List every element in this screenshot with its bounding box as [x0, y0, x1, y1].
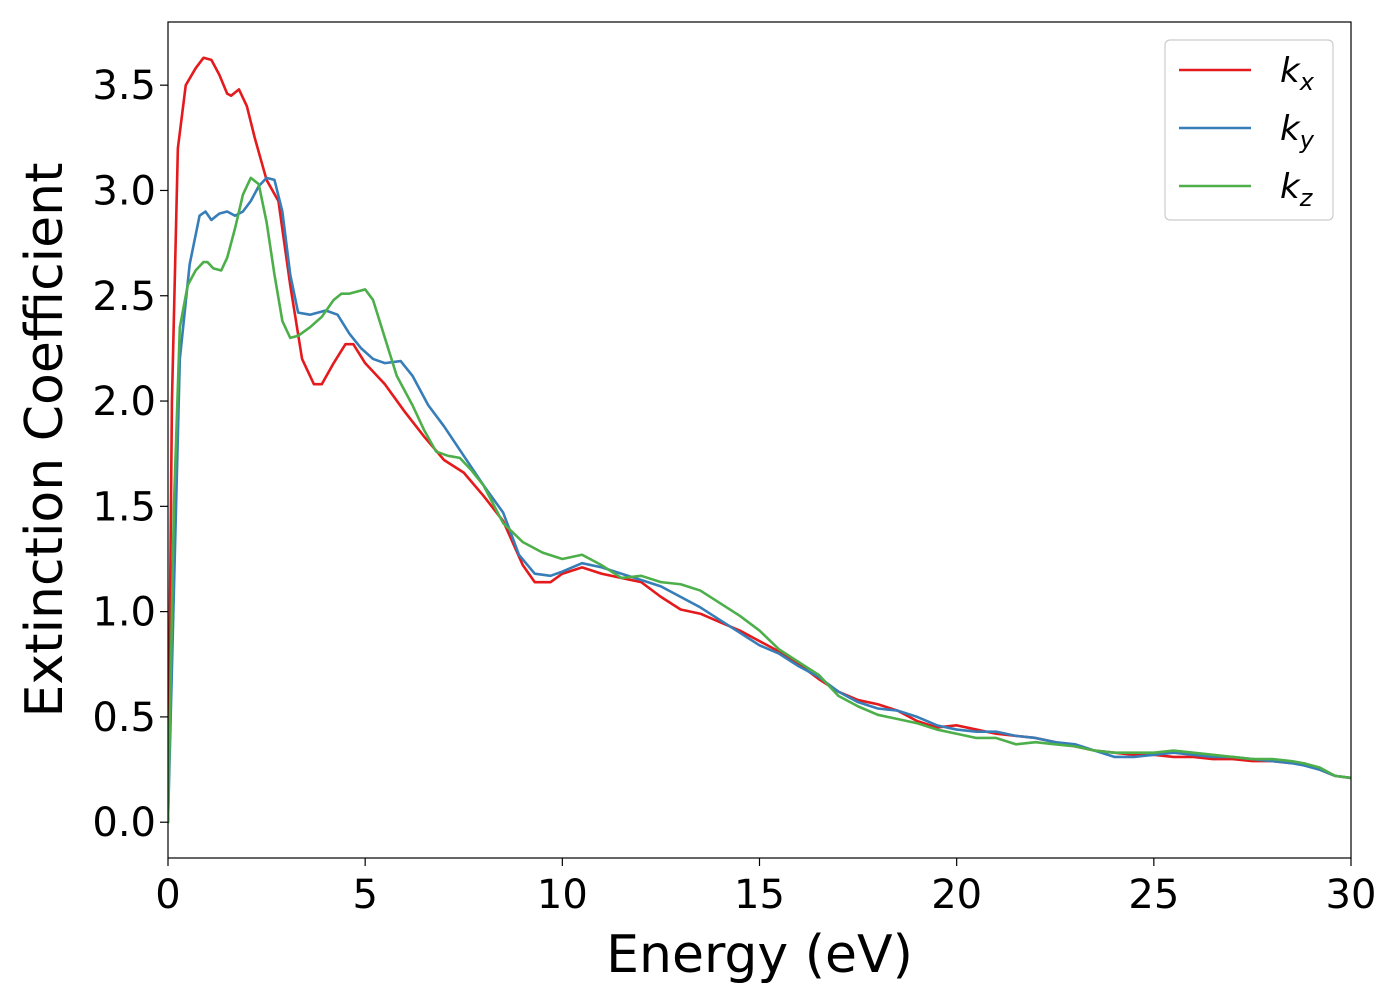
x-tick-label: 25	[1128, 872, 1179, 918]
y-tick-label: 3.5	[92, 63, 156, 109]
x-tick-label: 0	[155, 872, 180, 918]
x-tick-label: 20	[931, 872, 982, 918]
series-line-kz	[168, 176, 1351, 824]
y-tick-label: 0.5	[92, 695, 156, 741]
y-axis-title: Extinction Coefficient	[15, 163, 75, 718]
x-tick-label: 5	[352, 872, 377, 918]
y-tick-label: 2.0	[92, 379, 156, 425]
x-tick-label: 30	[1326, 872, 1377, 918]
y-tick-label: 2.5	[92, 274, 156, 320]
x-tick-label: 15	[734, 872, 785, 918]
y-tick-label: 1.5	[92, 484, 156, 530]
y-tick-label: 3.0	[92, 168, 156, 214]
y-tick-label: 1.0	[92, 590, 156, 636]
series-line-kx	[168, 56, 1351, 824]
series-line-ky	[168, 176, 1351, 824]
x-tick-label: 10	[537, 872, 588, 918]
legend-box	[1164, 39, 1334, 221]
x-axis-ticks: 0 5 10 15 20 25 30	[155, 858, 1376, 918]
y-tick-label: 0.0	[92, 800, 156, 846]
x-axis-title: Energy (eV)	[606, 925, 913, 985]
plot-series-group	[168, 56, 1351, 824]
y-axis-ticks: 0.0 0.5 1.0 1.5 2.0 2.5 3.0 3.5	[92, 63, 168, 846]
